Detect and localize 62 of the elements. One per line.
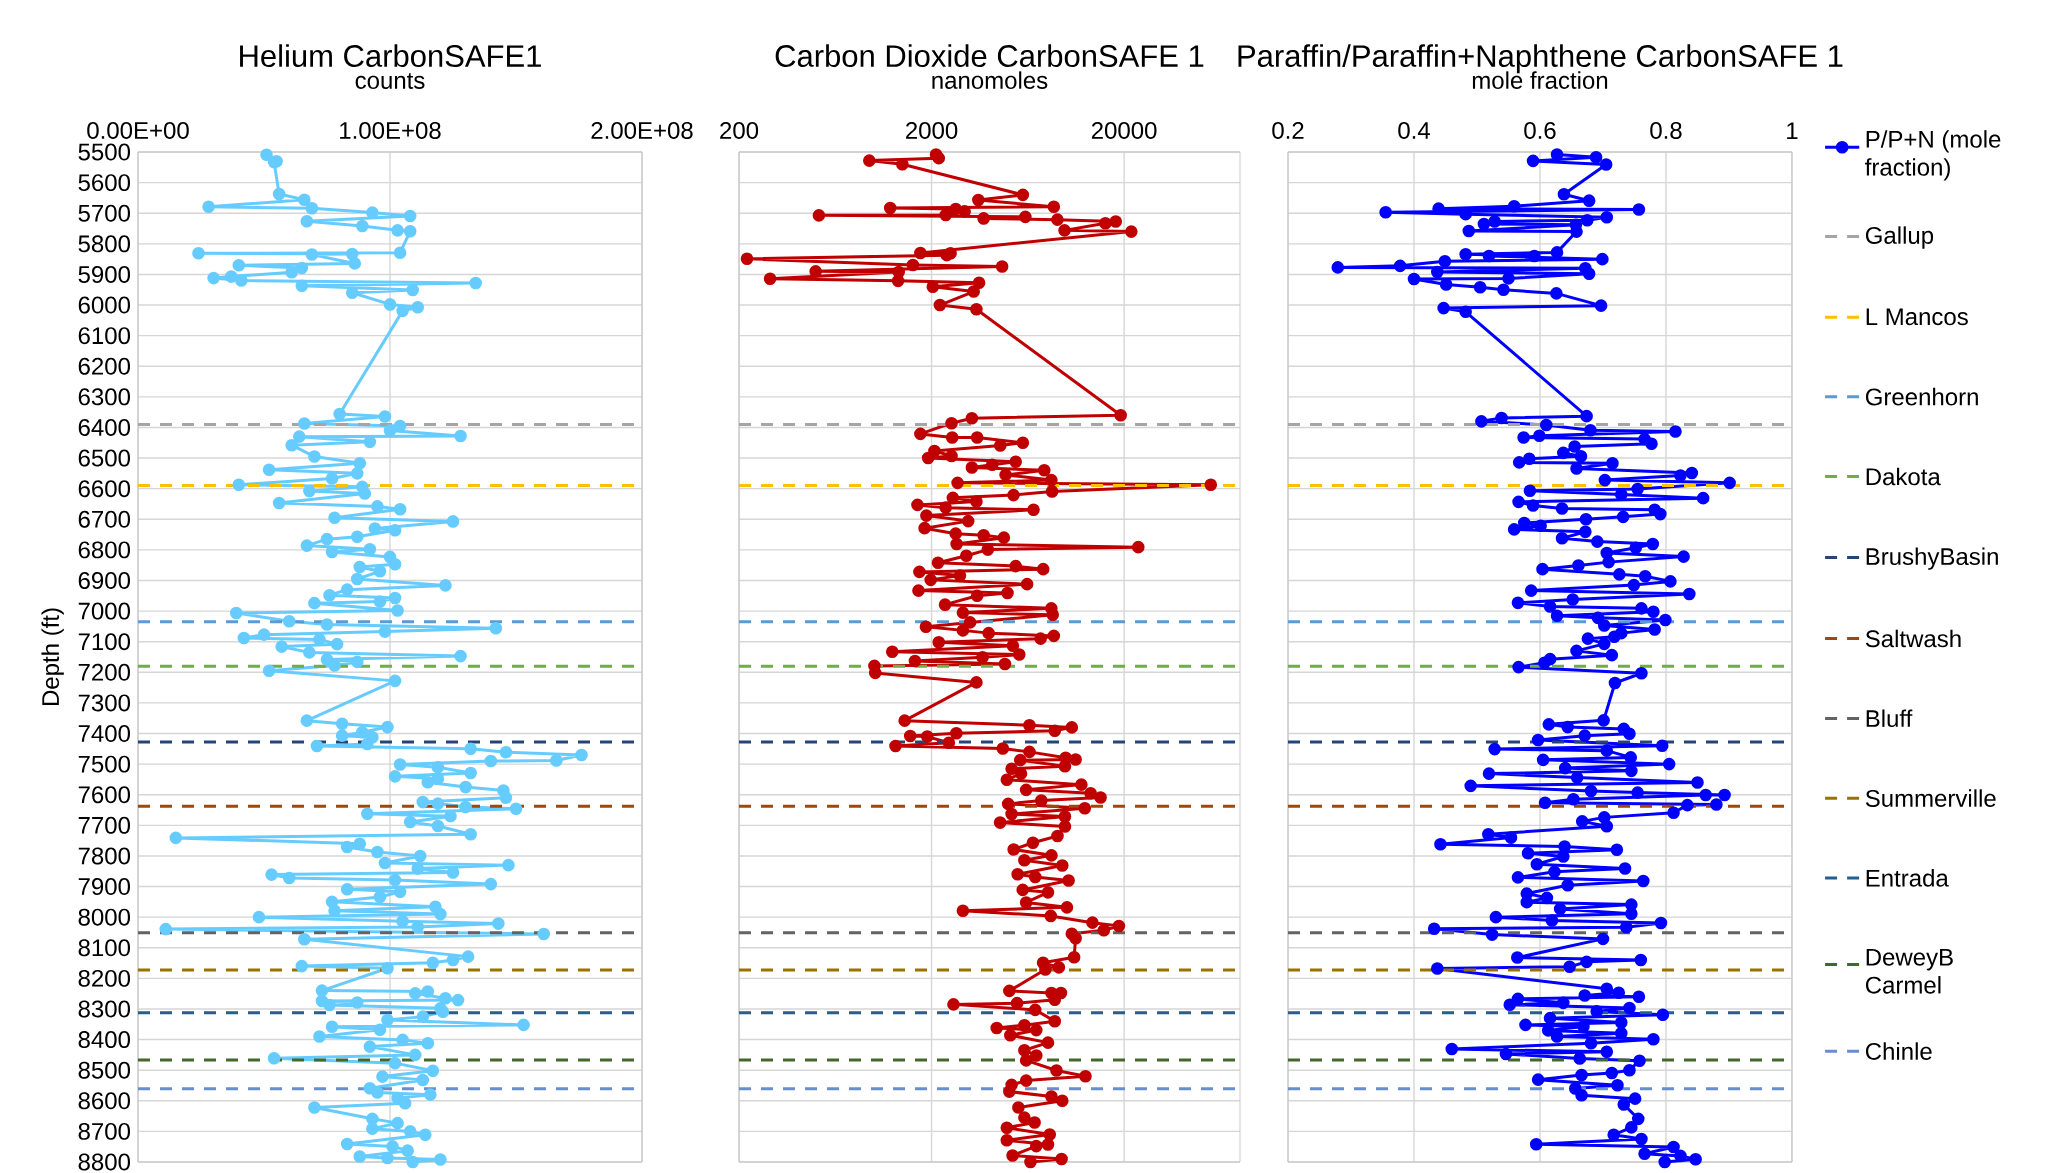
y-tick-label: 7200 <box>78 663 131 681</box>
y-tick-label: 6400 <box>78 418 131 436</box>
y-tick-label: 6800 <box>78 541 131 559</box>
y-tick-label: 5800 <box>78 235 131 253</box>
y-tick-label: 6900 <box>78 572 131 589</box>
y-tick-label: 7300 <box>78 694 131 712</box>
y-tick-label: 6100 <box>78 327 131 345</box>
y-tick-label: 5700 <box>78 204 131 222</box>
legend-label: Entrada <box>1866 869 1949 887</box>
y-tick-label: 8000 <box>78 908 131 926</box>
y-tick-label: 6600 <box>78 480 131 498</box>
legend-label: BrushyBasin <box>1866 547 1998 570</box>
y-tick-label: 7800 <box>78 847 131 865</box>
legend-label: Bluff <box>1866 709 1913 728</box>
y-tick-label: 7500 <box>78 755 131 773</box>
x-tick-label: 1 <box>1787 122 1798 139</box>
x-tick-label: 0.2 <box>1272 121 1304 139</box>
y-tick-label: 6700 <box>78 510 131 528</box>
y-tick-label: 8600 <box>78 1092 131 1110</box>
legend-label: Summerville <box>1865 789 1996 807</box>
legend-label: L Mancos <box>1866 308 1968 326</box>
y-tick-label: 7900 <box>78 878 131 896</box>
legend-label: Greenhorn <box>1865 387 1978 406</box>
x-tick-label: 20000 <box>1091 121 1157 139</box>
y-tick-label: 7700 <box>78 816 131 834</box>
y-tick-label: 7100 <box>78 633 131 651</box>
y-tick-label: 7400 <box>78 725 131 742</box>
chart-subtitle: counts <box>355 73 425 89</box>
y-tick-label: 6300 <box>78 388 131 406</box>
x-tick-label: 0.00E+00 <box>87 121 189 139</box>
y-tick-label: 7600 <box>78 786 131 804</box>
y-tick-label: 6500 <box>78 449 131 467</box>
y-tick-label: 6000 <box>78 296 131 314</box>
y-tick-label: 7000 <box>78 602 131 620</box>
legend-label: Saltwash <box>1865 629 1961 648</box>
legend-label: Chinle <box>1865 1042 1932 1060</box>
legend-label: P/P+N (mole fraction) <box>1865 130 2001 181</box>
y-tick-label: 8400 <box>78 1031 131 1049</box>
y-tick-label: 6200 <box>78 357 131 375</box>
x-tick-label: 2.00E+08 <box>591 121 693 139</box>
chart-subtitle: nanomoles <box>932 71 1048 89</box>
x-tick-label: 0.8 <box>1650 121 1682 139</box>
legend-label: Dakota <box>1866 467 1941 486</box>
y-tick-label: 5600 <box>78 174 131 192</box>
legend-label: Gallup <box>1865 226 1934 249</box>
y-tick-label: 8200 <box>78 969 131 987</box>
x-tick-label: 2000 <box>906 121 958 139</box>
y-tick-label: 8300 <box>78 1000 131 1018</box>
x-tick-label: 0.4 <box>1398 121 1430 139</box>
legend-label: DeweyB Carmel <box>1865 948 1953 994</box>
y-tick-label: 8500 <box>78 1061 131 1079</box>
y-tick-label: 8800 <box>78 1153 131 1171</box>
chart-title: Helium CarbonSAFE1 <box>240 44 541 68</box>
y-tick-label: 8100 <box>78 939 131 957</box>
x-tick-label: 1.00E+08 <box>340 121 441 139</box>
y-tick-label: 5900 <box>78 265 131 283</box>
x-tick-label: 200 <box>720 121 759 139</box>
y-axis-title: Depth (ft) <box>41 608 64 706</box>
chart-title: Carbon Dioxide CarbonSAFE 1 <box>775 44 1204 68</box>
x-tick-label: 0.6 <box>1524 121 1556 139</box>
y-tick-label: 8700 <box>78 1122 131 1140</box>
y-tick-label: 5500 <box>78 143 131 161</box>
